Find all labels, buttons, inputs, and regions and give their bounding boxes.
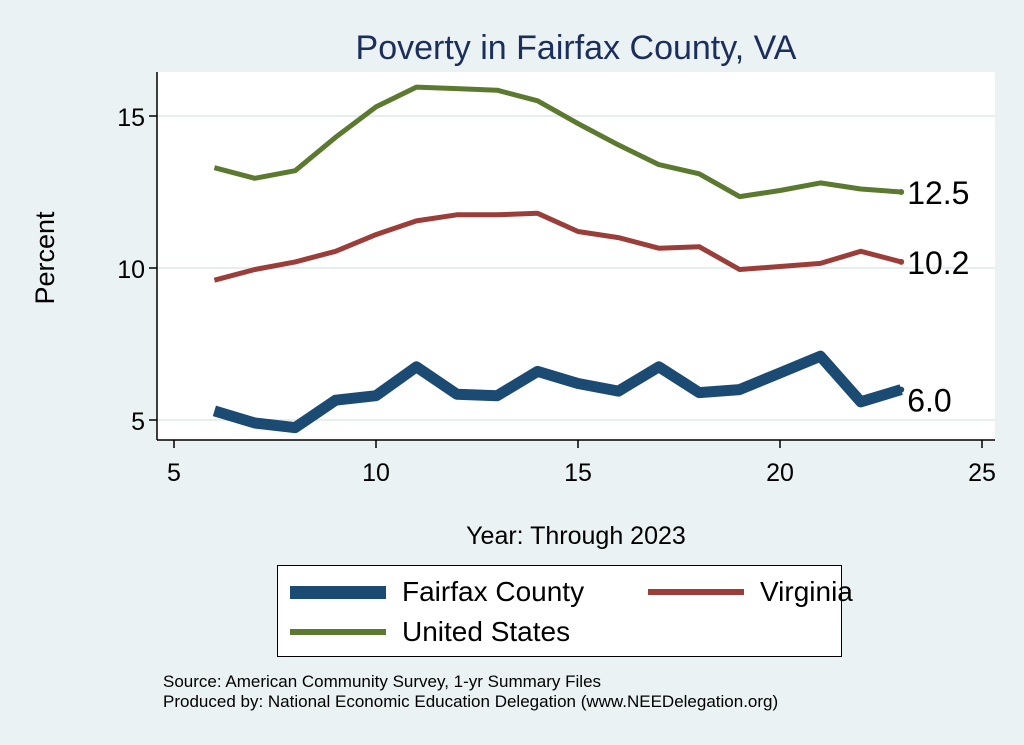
end-point-united-states bbox=[898, 189, 905, 195]
end-label-virginia: 10.2 bbox=[907, 245, 969, 281]
x-tick-label: 5 bbox=[167, 459, 181, 487]
chart-title: Poverty in Fairfax County, VA bbox=[356, 29, 797, 67]
legend-swatch-fairfax-county bbox=[290, 585, 386, 599]
legend-label-fairfax-county: Fairfax County bbox=[402, 576, 585, 607]
x-tick-label: 20 bbox=[766, 459, 794, 487]
source-note: Source: American Community Survey, 1-yr … bbox=[163, 672, 602, 691]
legend-label-united-states: United States bbox=[402, 616, 571, 647]
end-label-united-states: 12.5 bbox=[907, 175, 969, 211]
legend-item-virginia: Virginia bbox=[648, 576, 853, 608]
end-point-virginia bbox=[898, 258, 905, 265]
end-label-fairfax-county: 6.0 bbox=[907, 383, 951, 419]
legend-item-united-states: United States bbox=[290, 616, 570, 648]
end-point-fairfax-county bbox=[898, 386, 905, 393]
producer-note: Produced by: National Economic Education… bbox=[163, 692, 779, 711]
legend-swatch-virginia bbox=[648, 589, 744, 595]
legend: Fairfax County Virginia United States bbox=[277, 565, 853, 657]
series-line-fairfax-county bbox=[212, 350, 903, 434]
x-tick-label: 25 bbox=[968, 459, 996, 487]
legend-swatch-united-states bbox=[290, 629, 386, 635]
legend-label-virginia: Virginia bbox=[760, 576, 853, 607]
x-tick-label: 15 bbox=[564, 459, 592, 487]
axes: 5 10 15 5 10 15 20 25 bbox=[117, 72, 996, 487]
y-tick-label: 5 bbox=[131, 408, 145, 436]
y-tick-label: 15 bbox=[117, 104, 145, 132]
x-axis-label: Year: Through 2023 bbox=[466, 522, 686, 550]
y-axis-label: Percent bbox=[30, 211, 60, 305]
series-lines: 6.0 10.2 12.5 bbox=[212, 84, 969, 434]
x-tick-label: 10 bbox=[362, 459, 390, 487]
series-line-virginia bbox=[213, 210, 902, 283]
series-line-united-states bbox=[213, 84, 902, 200]
y-tick-label: 10 bbox=[117, 256, 145, 284]
legend-item-fairfax-county: Fairfax County bbox=[290, 576, 584, 608]
